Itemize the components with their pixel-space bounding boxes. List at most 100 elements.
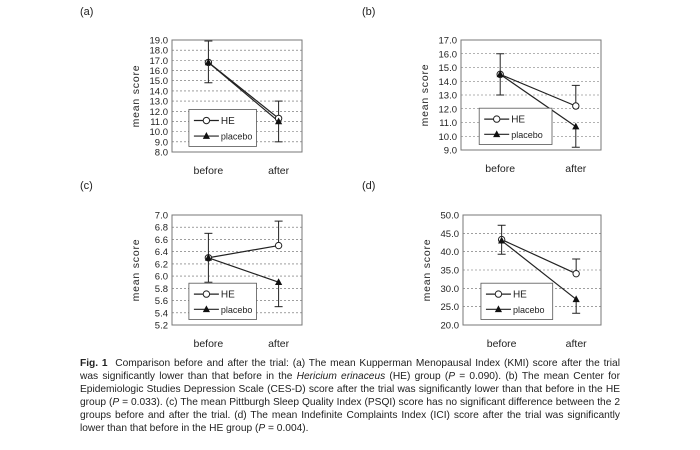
legend-label: placebo	[513, 305, 545, 315]
y-axis-label: mean score	[421, 239, 433, 302]
chart-d: 20.0 25.0 30.0 35.0 40.0 45.0 50.0 mean score be…	[421, 211, 602, 350]
y-tick-label: 13.0	[439, 91, 458, 102]
caption-text: Comparison before and after the trial: (…	[80, 358, 620, 434]
legend-box	[188, 282, 257, 320]
y-tick-label: 40.0	[441, 247, 460, 258]
y-tick-label: 14.0	[439, 77, 458, 88]
plot-frame	[171, 39, 303, 153]
x-tick-label: after	[268, 165, 290, 177]
data-point-HE	[572, 269, 580, 278]
y-tick-label: 6.4	[155, 247, 168, 258]
y-tick-label: 45.0	[441, 229, 460, 240]
y-tick-label: 17.0	[439, 36, 458, 47]
y-tick-label: 7.0	[155, 211, 168, 222]
caption-segment: = 0.090). (b) The mean Center for Epidem…	[80, 371, 620, 408]
y-tick-label: 20.0	[441, 321, 460, 332]
y-tick-label: 12.0	[439, 104, 458, 115]
data-point-placebo	[572, 295, 580, 303]
figure-number: Fig. 1	[80, 358, 108, 369]
y-tick-label: 6.6	[155, 235, 168, 246]
panel-label-b: (b)	[362, 6, 376, 18]
y-tick-label: 19.0	[150, 36, 169, 47]
data-point-placebo	[275, 117, 283, 125]
legend-marker-placebo	[494, 305, 503, 313]
caption-segment: (HE) group (	[385, 371, 449, 382]
legend-box	[480, 282, 554, 320]
y-tick-label: 13.0	[150, 97, 169, 108]
series-line-placebo	[208, 257, 279, 283]
y-tick-label: 14.0	[150, 86, 169, 97]
series-line-HE	[208, 244, 279, 259]
caption-segment: P	[258, 423, 266, 434]
y-tick-label: 8.0	[155, 148, 168, 159]
y-tick-label: 6.0	[155, 272, 168, 283]
x-tick-label: before	[487, 338, 517, 350]
legend-label: HE	[221, 290, 235, 301]
figure-caption: Fig. 1 Comparison before and after the t…	[80, 357, 620, 435]
legend-marker-placebo	[493, 130, 501, 138]
y-tick-label: 30.0	[441, 284, 460, 295]
y-tick-label: 12.0	[150, 107, 169, 118]
legend-marker-HE	[202, 116, 211, 125]
panel-label-d: (d)	[362, 180, 376, 192]
y-tick-label: 6.8	[155, 223, 168, 234]
data-point-placebo	[204, 253, 212, 261]
legend-marker-HE	[493, 115, 501, 123]
data-point-placebo	[498, 236, 506, 244]
legend-box	[478, 107, 553, 145]
y-tick-label: 5.8	[155, 284, 168, 295]
legend-label: placebo	[511, 130, 543, 140]
data-point-placebo	[204, 58, 212, 66]
y-tick-label: 11.0	[150, 117, 168, 128]
legend-box	[188, 109, 257, 147]
x-tick-label: before	[194, 338, 224, 350]
y-tick-label: 17.0	[150, 56, 169, 67]
caption-segment: Hericium erinaceus	[296, 371, 386, 382]
y-axis-label: mean score	[419, 64, 431, 127]
x-tick-label: after	[565, 163, 587, 175]
legend-label: placebo	[221, 305, 253, 315]
plot-frame	[462, 214, 602, 326]
series-line-HE	[499, 73, 577, 107]
caption-segment: = 0.004).	[265, 423, 309, 434]
y-tick-label: 10.0	[439, 132, 458, 143]
y-tick-label: 9.0	[444, 146, 457, 157]
y-axis-label: mean score	[130, 239, 142, 302]
legend-marker-placebo	[202, 305, 210, 313]
legend-marker-placebo	[202, 132, 210, 139]
y-tick-label: 16.0	[150, 66, 169, 77]
y-tick-label: 15.0	[150, 76, 169, 87]
panel-label-c: (c)	[80, 180, 93, 192]
legend-label: HE	[513, 290, 527, 301]
x-tick-label: before	[194, 165, 224, 177]
series-line-placebo	[499, 73, 577, 128]
y-tick-label: 50.0	[441, 211, 460, 222]
plot-frame	[460, 39, 602, 151]
y-tick-label: 5.6	[155, 296, 168, 307]
caption-segment: = 0.033). (c) The mean Pittburgh Sleep Q…	[80, 397, 620, 434]
legend-marker-HE	[202, 290, 211, 298]
y-tick-label: 15.0	[439, 63, 458, 74]
chart-a: 8.09.010.011.012.013.014.015.016.017.018…	[130, 36, 303, 177]
data-point-HE	[572, 102, 580, 110]
y-axis-label: mean score	[130, 65, 142, 128]
y-tick-label: 18.0	[150, 46, 169, 57]
y-tick-label: 5.2	[155, 321, 168, 332]
legend-label: HE	[221, 116, 235, 127]
plot-frame	[171, 214, 303, 326]
data-point-HE	[274, 241, 283, 250]
y-tick-label: 9.0	[155, 137, 168, 148]
x-tick-label: before	[485, 163, 515, 175]
y-tick-label: 11.0	[439, 118, 457, 129]
legend-label: HE	[511, 115, 525, 126]
y-tick-label: 35.0	[441, 266, 460, 277]
caption-segment: Comparison before and after the trial: (…	[80, 358, 620, 382]
chart-b: 9.0 10.0 11.0 12.0 13.0 14.0 15.0 16.0 17.0 mean …	[419, 36, 602, 175]
y-tick-label: 10.0	[150, 127, 169, 138]
legend-label: placebo	[221, 132, 253, 142]
caption-segment: P	[112, 397, 120, 408]
caption-segment: P	[448, 371, 456, 382]
x-tick-label: after	[566, 338, 588, 350]
data-point-placebo	[496, 70, 504, 78]
